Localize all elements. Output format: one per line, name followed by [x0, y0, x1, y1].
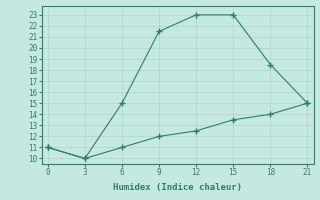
X-axis label: Humidex (Indice chaleur): Humidex (Indice chaleur)	[113, 183, 242, 192]
